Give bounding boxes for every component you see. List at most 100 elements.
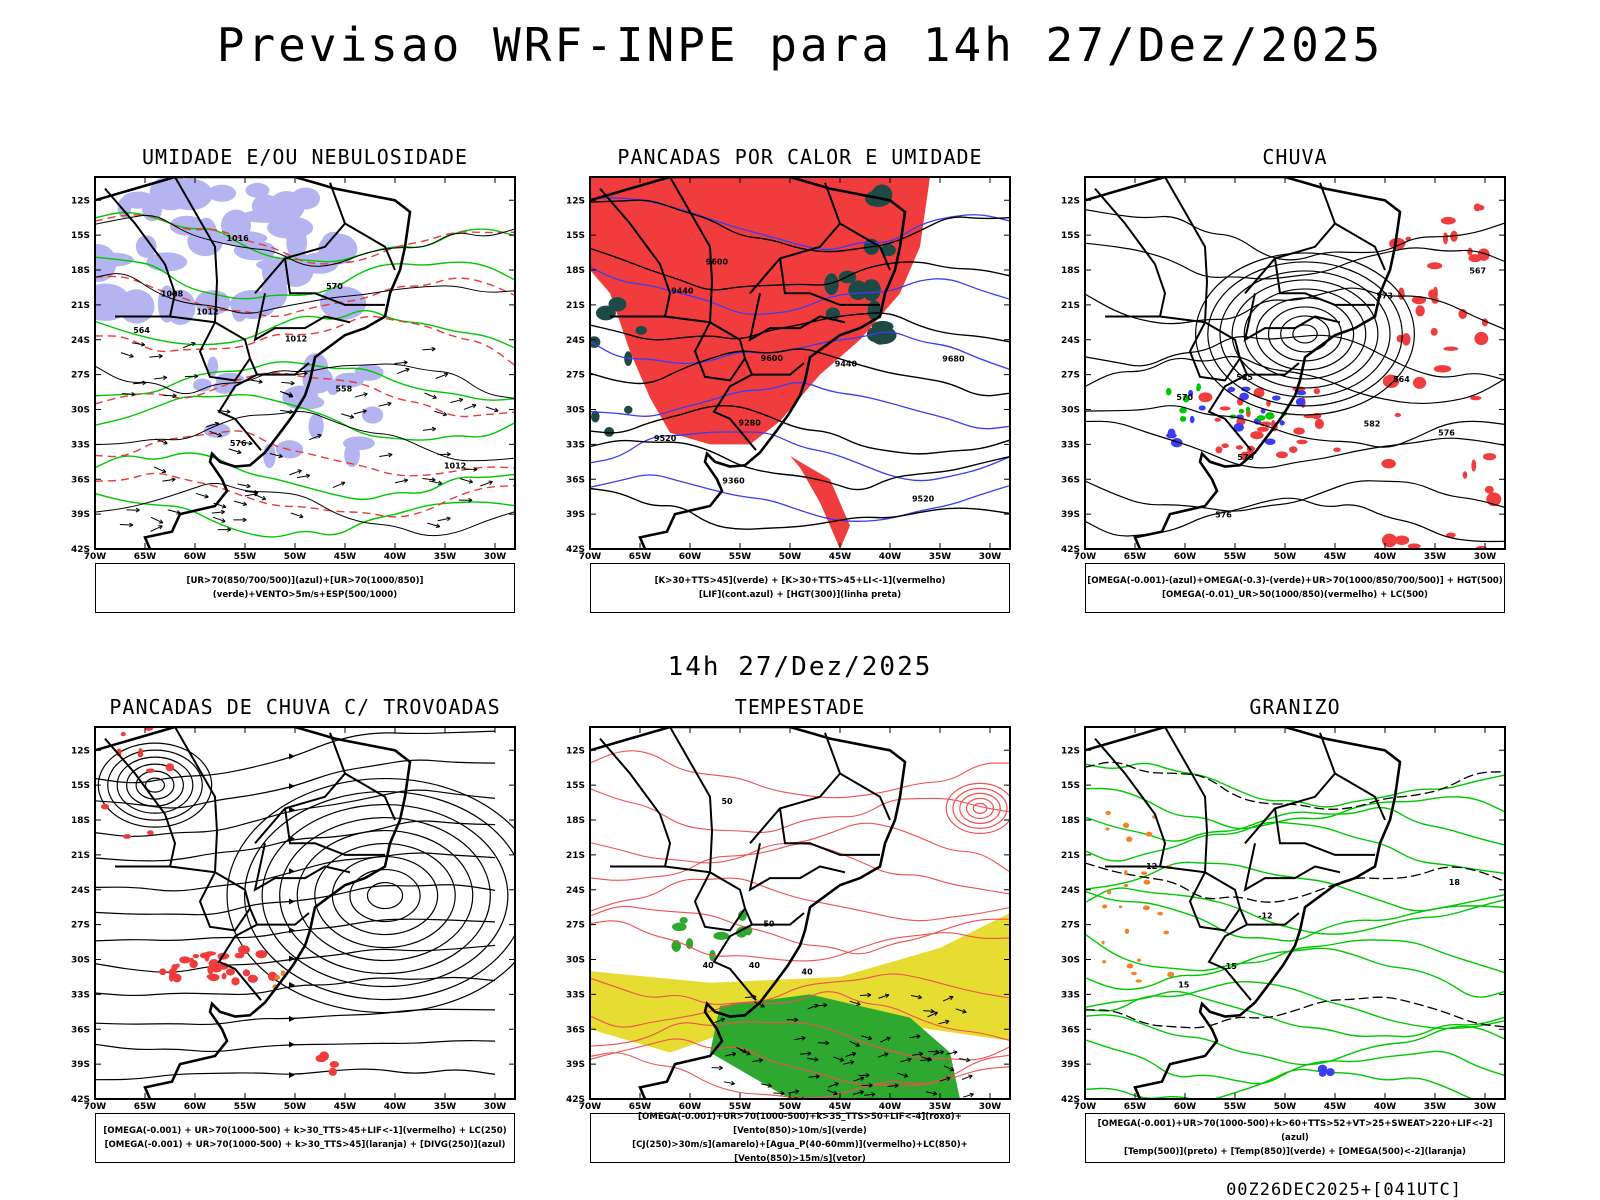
water-vapor-contour (590, 1052, 1010, 1099)
streamline (95, 789, 496, 837)
streamline (289, 982, 295, 989)
lat-label: 15S (71, 231, 90, 241)
omega-area (1279, 420, 1285, 426)
rain-area (1253, 387, 1265, 398)
wind-arrow (446, 451, 451, 457)
streamline-vortex (97, 742, 213, 828)
wind-vector (751, 1059, 763, 1063)
wind-vector (833, 1090, 838, 1096)
wind-arrow (431, 426, 437, 432)
rain-area (1473, 203, 1481, 212)
wind-arrow (172, 393, 177, 399)
omega-500-area (1163, 930, 1170, 935)
legend-box: [OMEGA(-0.001)-(azul)+OMEGA(-0.3)-(verde… (1085, 563, 1505, 613)
water-vapor-contour (590, 822, 1010, 873)
wind-vector (807, 1051, 812, 1056)
wind-arrow (468, 497, 473, 503)
lat-label: 30S (566, 406, 585, 416)
streamline (95, 1008, 496, 1026)
humidity-area (229, 289, 277, 320)
streamline-vortex (279, 816, 491, 975)
contour-label: 1016 (226, 234, 249, 243)
thickness-contour (95, 472, 515, 518)
omega-500-area (1124, 869, 1128, 876)
wind-vector (864, 1093, 876, 1096)
storm-area (189, 959, 198, 969)
country-border (599, 187, 711, 324)
storm-area (122, 834, 132, 839)
storm-area (237, 945, 250, 955)
legend-box: [K>30+TTS>45](verde) + [K>30+TTS>45+LI<-… (590, 563, 1010, 613)
omega-500-area (1141, 871, 1148, 875)
lat-label: 18S (566, 816, 585, 826)
map-frame (94, 176, 516, 550)
moisture-area (608, 297, 627, 312)
country-border (1334, 772, 1386, 821)
storm-area (192, 954, 200, 959)
wind-vector (877, 1053, 889, 1058)
wind-850-area (736, 927, 747, 938)
wind-arrow (158, 519, 164, 524)
panel-umidade: UMIDADE E/OU NEBULOSIDADE 1012 1008 1012 101… (65, 145, 545, 645)
humidity-area (291, 395, 325, 410)
wind-arrow (162, 375, 168, 381)
lon-label: 50W (779, 1102, 802, 1112)
lon-label: 50W (284, 552, 307, 562)
height-contour (1085, 480, 1505, 512)
wind-vector (903, 1073, 909, 1078)
coastline (95, 727, 412, 1099)
rain-area (1411, 295, 1427, 305)
wind-arrow (289, 409, 294, 415)
rain-area (1484, 485, 1494, 494)
storm-area (179, 956, 191, 964)
wind-arrow (191, 341, 196, 347)
height-contour (1195, 252, 1415, 416)
wind-vector (949, 995, 954, 1001)
wind-arrow (206, 422, 219, 428)
contour-label: 1012 (285, 335, 307, 344)
omega-500-area (1126, 836, 1133, 842)
streamline-vortex (244, 790, 515, 1001)
contour-label: 9440 (671, 287, 694, 296)
wind-vector (880, 1036, 891, 1043)
wind-vector (814, 1057, 819, 1062)
lon-label: 60W (1174, 1102, 1197, 1112)
wind-arrow (248, 440, 253, 446)
wind-arrow (129, 353, 134, 358)
lon-label: 30W (1474, 552, 1497, 562)
contour-label: 1012 (444, 462, 466, 471)
wind-vector (773, 1092, 785, 1095)
contour-label: 9360 (722, 477, 745, 486)
map-group: 1012 1008 1012 1016 576 570 564 558 1012 12S 15S 18… (71, 176, 516, 562)
rain-area (1314, 418, 1324, 430)
lon-label: 60W (1174, 552, 1197, 562)
lat-label: 36S (71, 475, 90, 485)
storm-area (329, 1060, 339, 1068)
lat-label: 30S (1061, 956, 1080, 966)
lat-label: 33S (71, 990, 90, 1000)
height-contour (1085, 209, 1505, 261)
country-border (693, 321, 746, 382)
wind-arrow (245, 490, 259, 494)
wind-arrow (242, 501, 248, 506)
moisture-area (824, 273, 839, 296)
lat-label: 33S (566, 440, 585, 450)
humidity-area (95, 244, 117, 283)
lon-label: 60W (184, 552, 207, 562)
country-border (253, 293, 351, 342)
omega-area (1227, 387, 1236, 393)
water-vapor-contour (590, 877, 1010, 922)
lat-label: 39S (1061, 510, 1080, 520)
wind-vector (825, 1040, 830, 1046)
wind-vector (966, 1057, 971, 1063)
wind-arrow (353, 410, 367, 415)
wind-arrow (158, 525, 163, 530)
streamline (95, 852, 496, 892)
moisture-area (624, 405, 633, 414)
storm-area (211, 965, 222, 973)
wind-arrow (405, 367, 410, 373)
wind-arrow (443, 372, 449, 378)
lat-label: 42S (1061, 1095, 1080, 1105)
streamline (289, 868, 295, 875)
wind-arrow (171, 477, 176, 483)
